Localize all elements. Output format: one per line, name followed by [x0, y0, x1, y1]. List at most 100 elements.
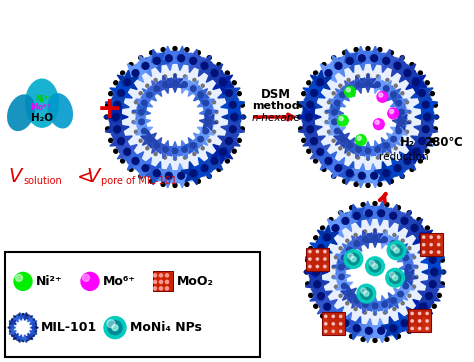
Polygon shape [22, 312, 29, 320]
Circle shape [390, 325, 397, 332]
Circle shape [332, 315, 334, 317]
Circle shape [393, 233, 396, 237]
Circle shape [339, 274, 344, 279]
Polygon shape [158, 164, 180, 188]
Circle shape [374, 312, 376, 315]
Circle shape [154, 152, 157, 156]
Circle shape [172, 148, 178, 153]
Circle shape [339, 323, 342, 325]
Circle shape [318, 292, 325, 299]
Circle shape [190, 170, 197, 177]
Circle shape [15, 316, 16, 317]
Polygon shape [377, 137, 396, 154]
Circle shape [426, 312, 428, 315]
Polygon shape [304, 261, 328, 283]
Circle shape [232, 149, 236, 153]
FancyBboxPatch shape [408, 310, 431, 332]
Circle shape [396, 100, 401, 106]
Circle shape [82, 274, 90, 281]
Text: MoNi₄ NPs: MoNi₄ NPs [130, 321, 202, 334]
FancyBboxPatch shape [322, 312, 345, 335]
Polygon shape [197, 122, 214, 140]
Circle shape [366, 47, 370, 51]
Polygon shape [218, 129, 240, 153]
Polygon shape [147, 137, 166, 154]
Circle shape [394, 147, 397, 150]
Polygon shape [184, 137, 203, 154]
Polygon shape [405, 70, 427, 94]
Circle shape [332, 119, 337, 125]
Circle shape [403, 283, 409, 289]
Circle shape [378, 182, 382, 186]
Polygon shape [12, 333, 20, 340]
Circle shape [365, 148, 371, 153]
Circle shape [407, 211, 411, 215]
Polygon shape [351, 164, 373, 188]
Circle shape [408, 247, 411, 250]
Circle shape [178, 55, 184, 62]
Polygon shape [167, 74, 183, 93]
Circle shape [365, 257, 384, 275]
Polygon shape [375, 231, 393, 248]
Polygon shape [156, 76, 174, 93]
Circle shape [201, 147, 204, 150]
Circle shape [215, 121, 218, 123]
Circle shape [165, 280, 169, 283]
Circle shape [417, 323, 421, 327]
Polygon shape [9, 329, 16, 337]
Circle shape [22, 341, 24, 342]
Circle shape [322, 63, 326, 67]
Circle shape [11, 335, 13, 336]
Polygon shape [211, 139, 234, 164]
Circle shape [386, 268, 404, 287]
Circle shape [389, 51, 393, 55]
Polygon shape [421, 248, 445, 272]
Circle shape [430, 236, 432, 238]
Polygon shape [26, 315, 34, 322]
Circle shape [132, 157, 139, 164]
Polygon shape [351, 46, 373, 71]
Circle shape [356, 156, 360, 159]
Polygon shape [392, 104, 411, 121]
Circle shape [343, 179, 346, 183]
Circle shape [363, 302, 368, 307]
Circle shape [408, 294, 411, 297]
Circle shape [232, 81, 236, 85]
Polygon shape [399, 268, 418, 286]
Circle shape [159, 287, 163, 290]
Polygon shape [414, 118, 438, 141]
Polygon shape [133, 55, 158, 76]
Circle shape [375, 147, 380, 152]
Circle shape [208, 139, 211, 142]
Circle shape [339, 211, 343, 215]
Polygon shape [374, 49, 398, 72]
Polygon shape [133, 157, 158, 179]
Circle shape [383, 230, 387, 233]
Circle shape [433, 127, 438, 131]
Circle shape [332, 139, 335, 142]
Circle shape [309, 247, 313, 251]
Circle shape [316, 265, 319, 268]
Circle shape [332, 109, 337, 115]
Polygon shape [332, 258, 351, 276]
Circle shape [339, 330, 342, 332]
Circle shape [411, 312, 413, 315]
Polygon shape [336, 249, 353, 267]
Circle shape [411, 312, 418, 319]
Circle shape [309, 265, 311, 268]
Circle shape [201, 84, 204, 87]
Circle shape [330, 80, 405, 155]
Circle shape [165, 172, 172, 179]
Circle shape [346, 247, 352, 253]
Circle shape [299, 103, 303, 107]
Circle shape [364, 230, 366, 233]
Polygon shape [338, 161, 362, 185]
Circle shape [419, 159, 422, 163]
Circle shape [406, 274, 411, 279]
Circle shape [419, 320, 421, 322]
Polygon shape [316, 225, 338, 249]
Circle shape [378, 210, 384, 217]
Circle shape [364, 311, 366, 314]
Circle shape [378, 48, 382, 52]
Circle shape [386, 79, 389, 81]
